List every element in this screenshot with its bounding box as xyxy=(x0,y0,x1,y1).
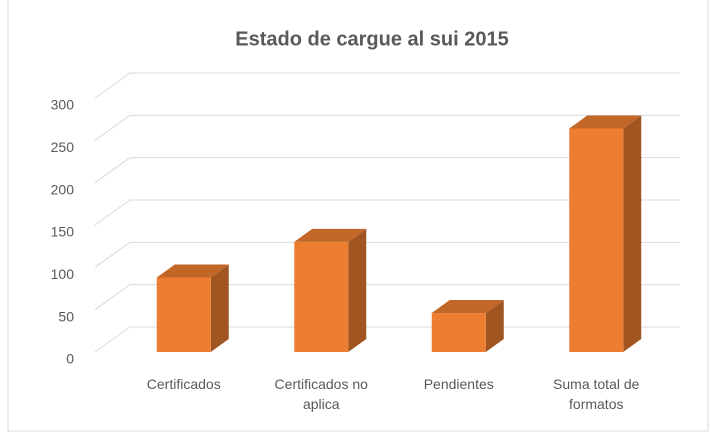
grid-line xyxy=(94,157,680,184)
bar-side xyxy=(348,228,367,352)
y-tick-label: 150 xyxy=(51,224,75,240)
y-tick-label: 200 xyxy=(51,181,75,197)
bar-front xyxy=(569,128,624,352)
bar-top xyxy=(156,264,229,278)
grid-line xyxy=(94,199,680,226)
bar-front xyxy=(294,241,349,352)
grid-line xyxy=(94,72,680,99)
bar xyxy=(294,228,367,352)
grid-line xyxy=(94,284,680,311)
x-tick-label: Certificados xyxy=(146,376,221,392)
bar-side xyxy=(485,300,504,352)
chart-title: Estado de cargue al sui 2015 xyxy=(235,28,508,50)
bar xyxy=(431,300,504,352)
x-tick-label: Suma total de formatos xyxy=(553,376,640,412)
bar-side xyxy=(623,115,642,352)
bar-front xyxy=(431,313,486,352)
grid-line xyxy=(94,114,680,141)
y-tick-label: 50 xyxy=(58,308,74,324)
x-tick-label: Pendientes xyxy=(423,376,494,392)
y-tick-label: 0 xyxy=(66,351,74,367)
y-tick-label: 250 xyxy=(51,139,75,155)
grid-line xyxy=(94,241,680,268)
bar xyxy=(569,115,642,352)
bar xyxy=(156,264,229,352)
bar-side xyxy=(210,264,229,352)
bar-top xyxy=(431,300,504,314)
y-tick-label: 300 xyxy=(51,97,75,113)
bar-top xyxy=(294,228,367,242)
bar-front xyxy=(156,277,211,352)
y-tick-label: 100 xyxy=(51,266,75,282)
bar-top xyxy=(569,115,642,129)
x-tick-label: Certificados no aplica xyxy=(274,376,368,412)
